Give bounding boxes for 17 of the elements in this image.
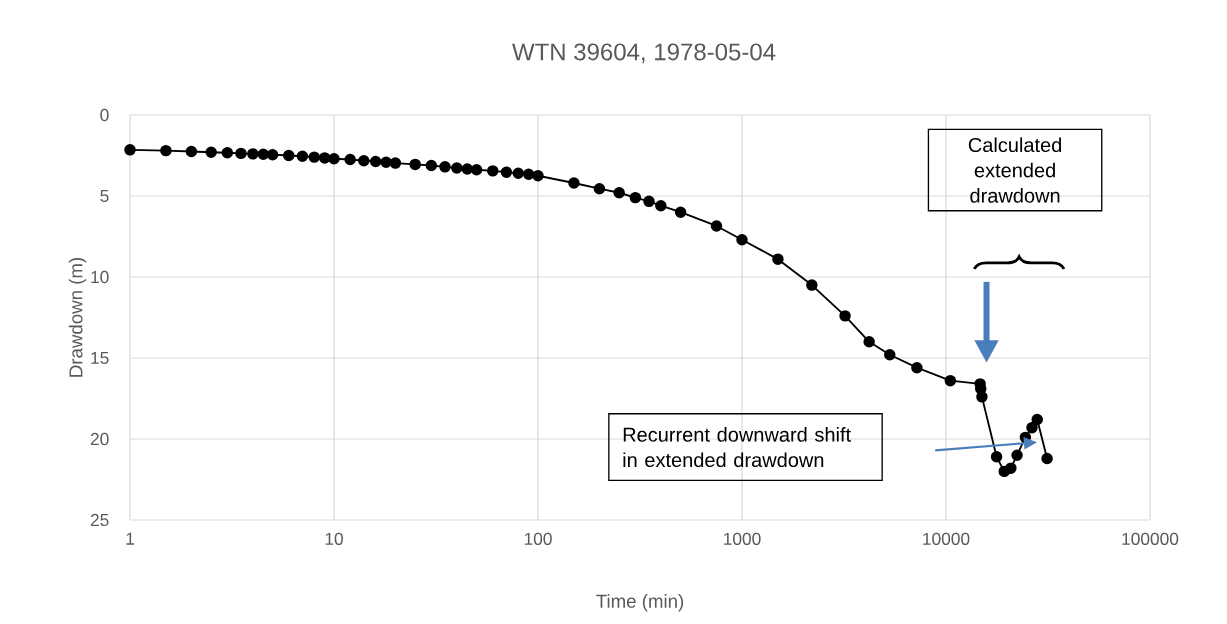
x-axis-title: Time (min) — [596, 594, 684, 612]
annotation: Calculated extended drawdown — [968, 137, 1062, 203]
x-tick-label: 1 — [126, 532, 134, 545]
y-axis-title: Drawdown (m) — [68, 258, 87, 377]
chart-title: WTN 39604, 1978-05-04 — [512, 43, 776, 64]
x-tick-label: 1000 — [724, 532, 761, 545]
x-tick-label: 10000 — [923, 532, 970, 545]
y-tick-label: 20 — [90, 432, 109, 446]
y-tick-label: 10 — [91, 270, 109, 284]
y-tick-label: 5 — [100, 189, 109, 203]
y-tick-label: 15 — [91, 351, 109, 365]
annotation: Recurrent downward shift in extended drawdown — [623, 427, 851, 468]
x-tick-label: 100000 — [1122, 532, 1179, 545]
x-tick-label: 10 — [325, 532, 343, 545]
y-tick-label: 0 — [100, 108, 109, 122]
y-tick-label: 25 — [90, 513, 109, 527]
x-tick-label: 100 — [524, 532, 552, 545]
